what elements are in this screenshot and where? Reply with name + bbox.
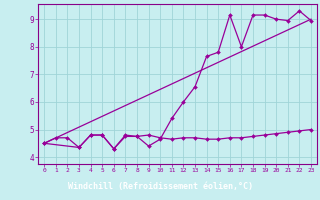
Text: Windchill (Refroidissement éolien,°C): Windchill (Refroidissement éolien,°C) <box>68 182 252 192</box>
